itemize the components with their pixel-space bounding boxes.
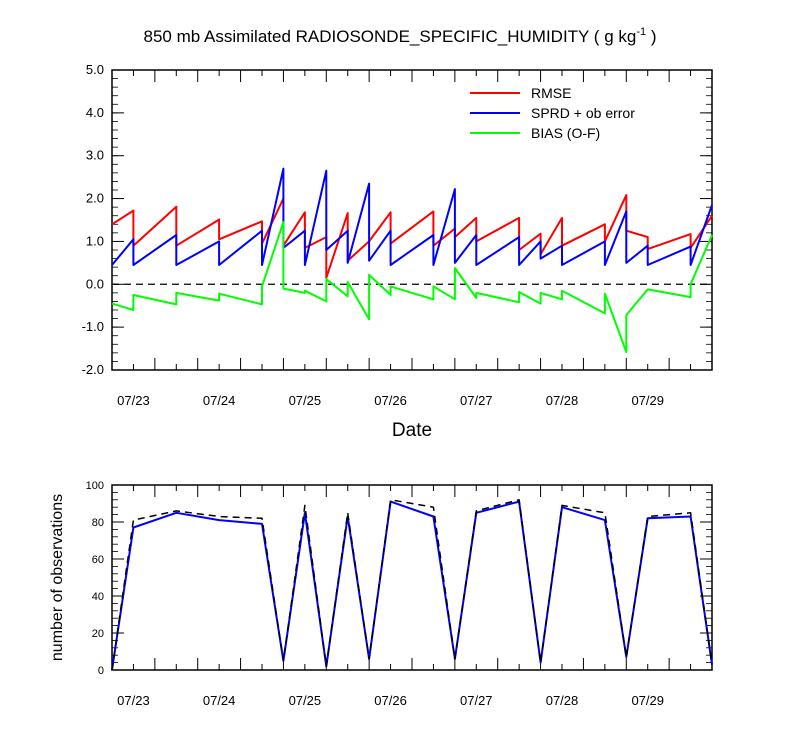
x-tick-label: 07/24 xyxy=(203,393,236,408)
x-tick-label: 07/28 xyxy=(546,393,579,408)
chart-title: 850 mb Assimilated RADIOSONDE_SPECIFIC_H… xyxy=(144,26,657,46)
x-tick-label: 07/27 xyxy=(460,393,493,408)
y-tick-label: 1.0 xyxy=(86,233,104,248)
y-tick-label: 80 xyxy=(92,517,104,529)
y-tick-label: -1.0 xyxy=(82,319,104,334)
x-tick-label: 07/25 xyxy=(289,693,322,708)
x-tick-label: 07/23 xyxy=(117,393,150,408)
y-tick-label: 20 xyxy=(92,628,104,640)
y-axis-label: number of observations xyxy=(49,494,66,661)
y-tick-label: -2.0 xyxy=(82,362,104,377)
y-tick-label: 0 xyxy=(98,665,104,677)
legend-label: RMSE xyxy=(531,85,571,101)
series-line-used-observations xyxy=(111,500,713,671)
y-tick-label: 4.0 xyxy=(86,105,104,120)
series-line-rmse xyxy=(111,198,285,247)
series-line-bias-o-f xyxy=(111,221,713,353)
x-tick-label: 07/24 xyxy=(203,693,236,708)
chart-title-superscript: -1 xyxy=(636,26,646,38)
legend-label: BIAS (O-F) xyxy=(531,125,600,141)
observation-count-panel: 100 80 60 40 20 0 07/23 07/24 07/25 07/26 07/27 07/… xyxy=(49,480,713,708)
chart-title-text: 850 mb Assimilated RADIOSONDE_SPECIFIC_H… xyxy=(144,27,637,46)
y-tick-label: 0.0 xyxy=(86,276,104,291)
y-tick-label: 100 xyxy=(86,480,104,492)
x-tick-label: 07/28 xyxy=(546,693,579,708)
y-tick-label: 2.0 xyxy=(86,191,104,206)
chart-title-suffix: ) xyxy=(646,27,656,46)
x-tick-label: 07/27 xyxy=(460,693,493,708)
x-tick-label: 07/26 xyxy=(374,693,407,708)
y-tick-label: 60 xyxy=(92,554,104,566)
legend-label: SPRD + ob error xyxy=(531,105,635,121)
x-tick-label: 07/23 xyxy=(117,693,150,708)
rmse-spread-bias-panel: 5.0 4.0 3.0 2.0 1.0 0.0 -1.0 -2.0 07/23 07/24 07/2… xyxy=(82,26,713,441)
y-tick-label: 5.0 xyxy=(86,62,104,77)
x-axis-label: Date xyxy=(392,420,432,441)
x-tick-label: 07/29 xyxy=(631,693,664,708)
y-tick-label: 3.0 xyxy=(86,148,104,163)
series-line-possible-observations xyxy=(111,499,713,671)
x-tick-label: 07/29 xyxy=(631,393,664,408)
x-tick-label: 07/25 xyxy=(289,393,322,408)
series-line-sprd-ob-error xyxy=(111,167,713,266)
plot-frame xyxy=(111,484,713,671)
x-tick-label: 07/26 xyxy=(374,393,407,408)
y-tick-label: 40 xyxy=(92,591,104,603)
